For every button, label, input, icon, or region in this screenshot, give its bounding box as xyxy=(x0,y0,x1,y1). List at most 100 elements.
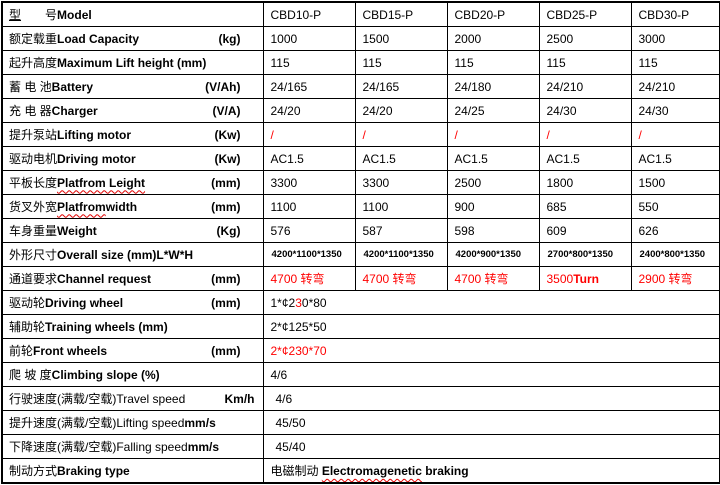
text-segment: 4700 转弯 xyxy=(454,272,509,286)
text-segment: / xyxy=(362,127,366,142)
text-segment: 598 xyxy=(454,223,475,238)
row-label-line: 驱动电机 Driving motor (Kw) xyxy=(9,150,262,167)
text-segment: 24/210 xyxy=(546,79,584,94)
row-unit: (mm) xyxy=(211,199,241,214)
table-row-load-capacity: 额定载重 Load Capacity (kg) 1000 1500 2000 2500 30… xyxy=(1,26,720,51)
row-label-lifting-motor: 提升泵站 Lifting motor (Kw) xyxy=(1,122,264,147)
table-row-weight: 车身重量 Weight (Kg) 576 587 598 609 626 xyxy=(1,218,720,243)
cell-battery-col1: 24/165 xyxy=(262,74,356,99)
text-segment: 4200*900*1350 xyxy=(455,249,522,260)
text-segment: 电磁制动 xyxy=(270,464,322,478)
row-label-platform-width: 货叉外宽 Platfrom width (mm) xyxy=(1,194,264,219)
row-label-driving-wheel: 驱动轮 Driving wheel (mm) xyxy=(1,290,264,315)
cell-charger-col1: 24/20 xyxy=(262,98,356,123)
cell-load-capacity-col1: 1000 xyxy=(262,26,356,51)
text-segment: Driving motor xyxy=(57,151,136,166)
text-segment: Braking type xyxy=(57,463,130,478)
text-segment: Load Capacity xyxy=(57,31,140,46)
table-row-platform-width: 货叉外宽 Platfrom width (mm) 1100 1100 900 685 550 xyxy=(1,194,720,219)
text-segment: 蓄 电 池 xyxy=(9,80,52,94)
text-segment: 2500 xyxy=(454,175,482,190)
row-label-driving-motor: 驱动电机 Driving motor (Kw) xyxy=(1,146,264,171)
cell-model-col1: CBD10-P xyxy=(262,1,356,27)
table-row-braking-type: 制动方式 Braking type 电磁制动 Electromagenetic b… xyxy=(1,458,720,484)
row-label-line: 制动方式 Braking type xyxy=(9,462,262,479)
row-label-climbing-slope: 爬 坡 度 Climbing slope (%) xyxy=(1,362,264,387)
table-row-driving-motor: 驱动电机 Driving motor (Kw) AC1.5 AC1.5 AC1.5 AC1… xyxy=(1,146,720,171)
cell-load-capacity-col2: 1500 xyxy=(354,26,448,51)
text-segment: 充 电 器 xyxy=(9,104,52,118)
text-segment: CBD10-P xyxy=(270,7,322,22)
cell-load-capacity-col3: 2000 xyxy=(446,26,540,51)
text-segment: 2900 转弯 xyxy=(638,272,693,286)
cell-lifting-motor-col4: / xyxy=(538,122,632,147)
row-label-lift-height: 起升高度 Maximum Lift height (mm) xyxy=(1,50,264,75)
cell-lifting-motor-col1: / xyxy=(262,122,356,147)
text-segment: 24/20 xyxy=(270,103,301,118)
cell-lifting-motor-col5: / xyxy=(630,122,720,147)
text-segment: 货叉外宽 xyxy=(9,200,58,214)
cell-driving-motor-col2: AC1.5 xyxy=(354,146,448,171)
text-segment: 24/210 xyxy=(638,79,676,94)
cell-overall-size-col5: 2400*800*1350 xyxy=(630,242,720,267)
text-segment: CBD25-P xyxy=(546,7,598,22)
text-segment: 900 xyxy=(454,199,475,214)
text-segment: / xyxy=(546,127,550,142)
table-row-overall-size: 外形尺寸 Overall size (mm)L*W*H 4200*1100*135… xyxy=(1,242,720,267)
row-label-weight: 车身重量 Weight (Kg) xyxy=(1,218,264,243)
cell-model-col2: CBD15-P xyxy=(354,1,448,27)
cell-platform-width-col2: 1100 xyxy=(354,194,448,219)
row-unit: (Kw) xyxy=(214,151,241,166)
text-segment: 115 xyxy=(362,55,382,70)
cell-platform-length-col2: 3300 xyxy=(354,170,448,195)
text-segment: 1000 xyxy=(270,31,298,46)
text-segment: mm/s xyxy=(187,439,220,454)
cell-platform-width-col4: 685 xyxy=(538,194,632,219)
text-segment: Charger xyxy=(51,103,98,118)
text-segment: CBD30-P xyxy=(638,7,690,22)
text-segment: 3000 xyxy=(638,31,666,46)
cell-model-col4: CBD25-P xyxy=(538,1,632,27)
table-row-lift-height: 起升高度 Maximum Lift height (mm) 115 115 115 11… xyxy=(1,50,720,75)
table-row-lifting-speed: 提升速度(满载/空载) Lifting speed mm/s 45/50 xyxy=(1,410,720,435)
text-segment: 2500 xyxy=(546,31,574,46)
table-row-lifting-motor: 提升泵站 Lifting motor (Kw) / / / / / xyxy=(1,122,720,147)
text-segment: 576 xyxy=(270,223,291,238)
text-segment: Weight xyxy=(57,223,97,238)
text-segment: 3 xyxy=(295,295,302,310)
cell-driving-motor-col3: AC1.5 xyxy=(446,146,540,171)
text-segment: Lifting motor xyxy=(57,127,131,142)
cell-platform-length-col4: 1800 xyxy=(538,170,632,195)
text-segment: Travel speed xyxy=(116,391,186,406)
text-segment: 前轮 xyxy=(9,344,34,358)
cell-travel-speed: 4/6 xyxy=(262,386,720,411)
cell-charger-col3: 24/25 xyxy=(446,98,540,123)
cell-lift-height-col3: 115 xyxy=(446,50,540,75)
text-segment: 24/25 xyxy=(454,103,485,118)
row-unit: (V/Ah) xyxy=(205,79,241,94)
cell-channel-request-col3: 4700 转弯 xyxy=(446,266,540,291)
cell-load-capacity-col5: 3000 xyxy=(630,26,720,51)
cell-training-wheels: 2*¢125*50 xyxy=(262,314,720,339)
text-segment: 2000 xyxy=(454,31,482,46)
row-label-front-wheels: 前轮 Front wheels (mm) xyxy=(1,338,264,363)
text-segment: 4700 转弯 xyxy=(270,272,325,286)
text-segment: 24/20 xyxy=(362,103,393,118)
row-label-travel-speed: 行驶速度(满载/空载) Travel speed Km/h xyxy=(1,386,264,411)
cell-lifting-speed: 45/50 xyxy=(262,410,720,435)
row-label-line: 辅助轮 Training wheels (mm) xyxy=(9,318,262,335)
text-segment: 24/165 xyxy=(270,79,308,94)
text-segment: 号 xyxy=(21,8,58,22)
row-label-training-wheels: 辅助轮 Training wheels (mm) xyxy=(1,314,264,339)
cell-weight-col3: 598 xyxy=(446,218,540,243)
cell-overall-size-col3: 4200*900*1350 xyxy=(446,242,540,267)
table-row-channel-request: 通道要求 Channel request (mm) 4700 转弯 4700 转弯 47… xyxy=(1,266,720,291)
text-segment: Battery xyxy=(51,79,94,94)
text-segment: CBD20-P xyxy=(454,7,506,22)
row-label-line: 车身重量 Weight (Kg) xyxy=(9,222,262,239)
cell-overall-size-col4: 2700*800*1350 xyxy=(538,242,632,267)
row-label-platform-length: 平板长度 Platfrom Leight (mm) xyxy=(1,170,264,195)
text-segment: 提升泵站 xyxy=(9,128,58,142)
